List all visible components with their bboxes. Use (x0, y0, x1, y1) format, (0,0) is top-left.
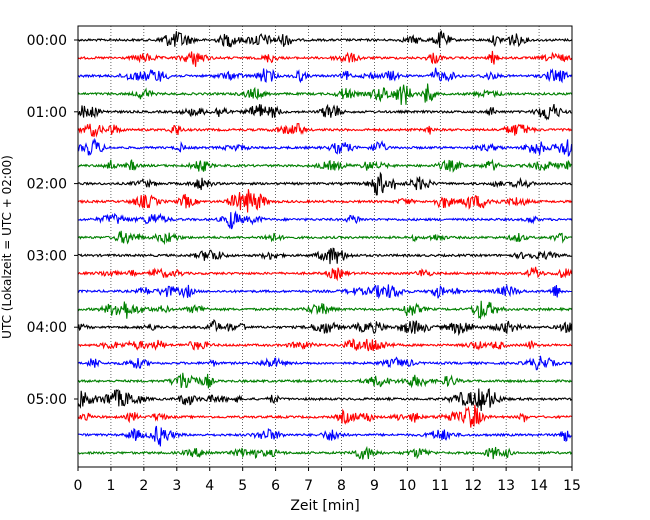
y-tick-label-04:00: 04:00 (27, 320, 67, 336)
y-tick-label-03:00: 03:00 (27, 248, 67, 264)
trace-15 (77, 300, 573, 320)
x-tick-label-6: 6 (271, 478, 280, 494)
x-axis-label: Zeit [min] (290, 498, 359, 514)
trace-3 (77, 83, 573, 105)
x-tick-label-10: 10 (398, 478, 416, 494)
y-axis-ticks: 00:00 01:00 02:00 03:00 04:00 05:00 (27, 33, 78, 408)
trace-9 (77, 189, 573, 213)
trace-17 (77, 338, 572, 352)
trace-22 (77, 425, 572, 447)
seismic-traces (77, 30, 573, 460)
x-tick-label-12: 12 (464, 478, 482, 494)
x-tick-label-9: 9 (370, 478, 379, 494)
x-tick-label-8: 8 (337, 478, 346, 494)
x-tick-label-5: 5 (238, 478, 247, 494)
x-tick-label-11: 11 (431, 478, 449, 494)
trace-20 (77, 388, 572, 412)
trace-7 (77, 158, 573, 173)
x-tick-label-3: 3 (172, 478, 181, 494)
y-tick-label-05:00: 05:00 (27, 392, 67, 408)
trace-21 (77, 404, 572, 428)
trace-19 (77, 372, 572, 389)
trace-2 (77, 67, 573, 84)
trace-6 (77, 137, 573, 157)
trace-0 (77, 30, 573, 48)
x-tick-label-15: 15 (563, 478, 581, 494)
y-axis-label: UTC (Lokalzeit = UTC + 02:00) (0, 155, 14, 339)
y-tick-label-02:00: 02:00 (27, 177, 67, 193)
trace-4 (77, 103, 572, 121)
x-tick-label-13: 13 (497, 478, 515, 494)
trace-1 (77, 50, 573, 67)
trace-10 (77, 210, 573, 230)
trace-11 (77, 230, 572, 246)
trace-13 (77, 266, 573, 282)
x-tick-label-7: 7 (304, 478, 313, 494)
y-tick-label-01:00: 01:00 (27, 105, 67, 121)
x-tick-label-1: 1 (106, 478, 115, 494)
x-tick-label-0: 0 (74, 478, 83, 494)
x-tick-label-2: 2 (139, 478, 148, 494)
trace-8 (77, 171, 572, 196)
trace-12 (77, 247, 572, 265)
x-tick-label-4: 4 (205, 478, 214, 494)
trace-14 (77, 283, 572, 300)
plot-frame (77, 25, 573, 468)
trace-16 (77, 319, 573, 337)
y-tick-label-00:00: 00:00 (27, 33, 67, 49)
trace-23 (78, 445, 573, 460)
trace-5 (77, 122, 572, 138)
x-axis-ticks: 0 1 2 3 4 5 6 7 8 9 10 11 12 13 14 15 (74, 467, 581, 494)
trace-18 (77, 355, 573, 371)
x-tick-label-14: 14 (530, 478, 548, 494)
